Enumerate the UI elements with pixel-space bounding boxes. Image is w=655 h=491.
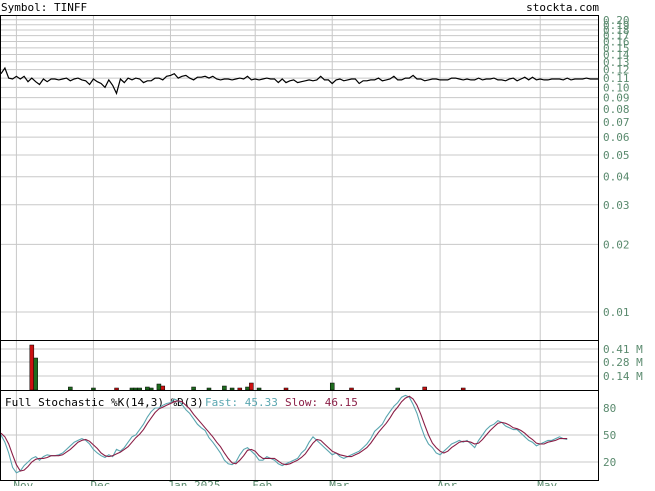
volume-bar — [395, 387, 400, 391]
price-tick-label: 0.04 — [603, 171, 630, 184]
panel-frame — [0, 340, 599, 391]
volume-bar — [256, 387, 262, 391]
volume-bar — [222, 385, 227, 391]
price-tick-label: 0.02 — [603, 238, 630, 251]
price-tick-label: 0.11 — [603, 72, 630, 85]
volume-bar — [91, 387, 96, 391]
volume-bar — [160, 385, 166, 391]
stochastic-tick-label: 50 — [603, 429, 616, 442]
price-tick-label: 0.01 — [603, 306, 630, 319]
volume-bar — [329, 382, 335, 391]
volume-bar — [114, 387, 119, 391]
price-tick-label: 0.08 — [603, 103, 630, 116]
price-tick-label: 0.03 — [603, 199, 630, 212]
stochastic-line-slow — [0, 395, 568, 472]
panel-frame — [0, 15, 599, 341]
volume-tick-label: 0.41 M — [603, 343, 643, 356]
volume-panel: 0.41 M0.28 M0.14 M — [0, 343, 643, 391]
stochastic-tick-label: 20 — [603, 456, 616, 469]
price-tick-label: 0.15 — [603, 42, 630, 55]
price-line — [0, 66, 598, 96]
price-tick-label: 0.05 — [603, 149, 630, 162]
site-label[interactable]: stockta.com — [526, 1, 599, 14]
symbol-label: Symbol: TINFF — [1, 1, 87, 14]
volume-bar — [229, 387, 235, 391]
volume-bar — [148, 387, 154, 391]
price-tick-label: 0.14 — [603, 49, 630, 62]
volume-bar — [29, 344, 35, 391]
volume-bar — [156, 383, 162, 391]
stochastic-slow-value: Slow: 46.15 — [285, 396, 358, 409]
price-tick-label: 0.17 — [603, 30, 630, 43]
price-tick-label: 0.07 — [603, 116, 630, 129]
volume-bar — [245, 386, 250, 391]
volume-bar — [129, 387, 135, 391]
stochastic-tick-label: 80 — [603, 402, 616, 415]
volume-bar — [249, 382, 254, 391]
stochastic-fast-value: Fast: 45.33 — [205, 396, 278, 409]
price-tick-label: 0.10 — [603, 81, 630, 94]
stochastic-panel: Full Stochastic %K(14,3) %D(3) Fast: 45.… — [0, 394, 616, 474]
volume-bar — [283, 387, 289, 391]
volume-bar — [33, 357, 38, 391]
stochastic-title: Full Stochastic %K(14,3) %D(3) — [5, 396, 204, 409]
volume-tick-label: 0.14 M — [603, 370, 643, 383]
panel-frame — [0, 390, 599, 481]
price-tick-label: 0.13 — [603, 56, 630, 69]
volume-tick-label: 0.28 M — [603, 356, 643, 369]
price-tick-label: 0.16 — [603, 36, 630, 49]
price-tick-label: 0.12 — [603, 64, 630, 77]
volume-bar — [137, 387, 142, 391]
volume-bar — [133, 387, 139, 391]
price-tick-label: 0.19 — [603, 19, 630, 32]
volume-bar — [237, 387, 243, 391]
price-tick-label: 0.06 — [603, 131, 630, 144]
volume-bar — [191, 386, 196, 391]
volume-bar — [460, 387, 466, 391]
volume-bar — [349, 387, 354, 391]
volume-bar — [68, 386, 73, 391]
price-panel: 0.200.190.180.170.160.150.140.130.120.11… — [0, 14, 630, 480]
volume-bar — [206, 387, 212, 391]
volume-bar — [145, 386, 150, 391]
price-tick-label: 0.20 — [603, 14, 630, 27]
price-tick-label: 0.09 — [603, 92, 630, 105]
price-tick-label: 0.18 — [603, 24, 630, 37]
volume-bar — [422, 386, 427, 391]
